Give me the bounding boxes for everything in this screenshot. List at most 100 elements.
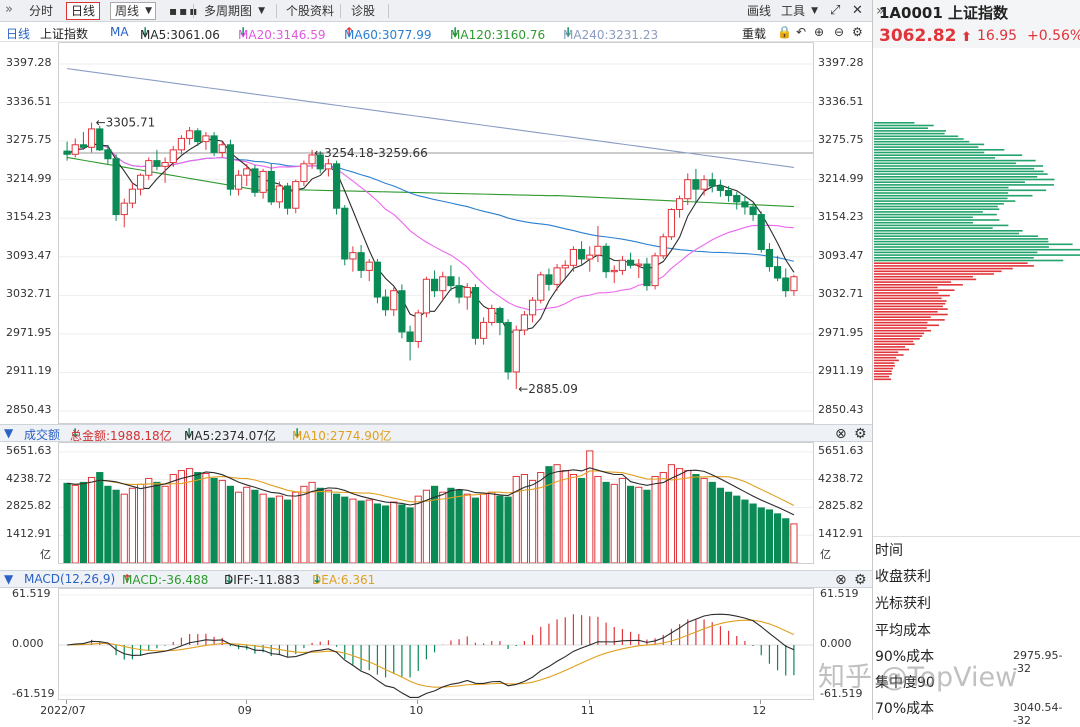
candle-body [177,137,186,151]
more-icon[interactable]: ▪▪▪ [169,4,200,18]
tab-daily[interactable]: 日线 [66,2,101,20]
settings-icon[interactable]: ⚙ [854,572,867,588]
volume-ma5-line [67,467,795,516]
ma20-line [66,143,794,312]
chip-bar [874,313,948,316]
chip-bar [874,135,959,138]
reset-button[interactable]: 重载 [742,27,767,41]
volume-bar [341,496,349,563]
lock-icon[interactable]: 🔒 [777,25,792,39]
candle-body [659,236,667,257]
volume-bar [96,472,104,563]
y-tick-right: 3032.71 [818,287,864,301]
candle-body [488,307,496,323]
candle-body [643,263,651,287]
settings-icon[interactable]: ⚙ [854,426,867,442]
chip-bar [874,359,899,362]
candle-body [210,135,218,153]
candle-body [757,214,765,250]
chip-bar [874,292,939,294]
chip-bar [874,154,1023,156]
down-arrow-icon: ↓ [450,25,461,39]
ma5-text: MA5:3061.06 [140,28,220,42]
y-tick-right: 2911.19 [818,364,864,378]
volume-title[interactable]: 成交额 [24,428,61,442]
date-tick [760,700,762,704]
zoom-out-icon[interactable]: ⊖ [834,25,845,39]
macd-tick-right: 61.519 [820,587,859,600]
volume-bar [496,495,504,563]
volume-chart[interactable] [58,442,814,564]
candle-body [479,321,488,339]
volume-bar [749,503,757,563]
volume-ma10: MA10:2774.90亿 ↓ [292,426,392,443]
volume-bar [651,475,659,563]
zoom-icon[interactable]: ⤢ [830,3,841,18]
candle-body [120,202,128,216]
stock-info-button[interactable]: 个股资料 [286,4,335,18]
settings-icon[interactable]: ⚙ [852,25,863,39]
down-arrow-icon: ↓ [563,25,574,39]
macd-title[interactable]: MACD(12,26,9) [24,572,116,586]
candle-body [226,144,235,190]
volume-bar [724,491,733,563]
tools-button[interactable]: 工具 ▼ [776,2,822,20]
quote-header [873,0,1080,48]
chip-bar [874,329,932,332]
volume-bar [700,477,708,563]
chip-bar [874,265,1034,267]
collapse-volume-icon[interactable]: ▼ [4,426,14,440]
volume-bar [177,470,186,563]
candle-body [700,179,708,190]
chip-bar [874,219,1000,221]
dea-value-text: DEA:6.361 [312,573,376,587]
candle-body [635,263,643,266]
ma240-line [67,68,794,168]
diagnose-button[interactable]: 诊股 [351,4,376,18]
collapse-left-icon[interactable]: » [5,2,13,17]
volume-bar [332,493,341,563]
candle-body [724,189,733,197]
volume-bar [398,504,406,563]
chip-bar [874,127,928,129]
volume-bar [765,509,774,563]
ma-label[interactable]: MA [110,25,129,39]
tab-timeshare[interactable]: 分时 [29,4,54,18]
cost-70-value: 3040.54--32 [1013,701,1063,727]
candle-body [430,278,439,292]
chip-bar [874,327,927,329]
y-tick-left: 3093.47 [6,248,52,262]
volume-bar [251,489,259,563]
candle-body [283,185,292,209]
watermark: 知乎 @TopView [818,662,1018,693]
close-icon[interactable]: ⊗ [835,572,847,588]
y-tick-right: 3336.51 [818,94,864,108]
chip-bar [874,224,1009,227]
macd-chart[interactable] [58,588,814,700]
candle-body [528,299,537,316]
collapse-macd-icon[interactable]: ▼ [4,572,14,586]
zoom-in-icon[interactable]: ⊕ [814,25,825,39]
tab-weekly[interactable]: 周线 ▼ [110,2,157,20]
undo-icon[interactable]: ↶ [796,25,807,39]
volume-bar [373,503,382,563]
total-amount: 总金额:1988.18亿 ↓ [70,426,172,443]
date-label: 11 [580,704,595,717]
close-icon[interactable]: ⊗ [835,426,847,442]
volume-bar [643,489,651,563]
close-icon[interactable]: ✕ [852,3,863,18]
candle-body [708,179,716,187]
chip-bar [874,184,1054,186]
multi-period-button[interactable]: 多周期图 ▼ [199,2,269,20]
draw-line-button[interactable]: 画线 [747,4,772,18]
chip-bar [874,173,1048,175]
volume-bar [488,491,496,563]
price-chart[interactable]: ←3305.71 ←3254.18-3259.66 ←2885.09 [58,42,814,424]
candle-body [749,206,757,216]
collapse-right-icon[interactable]: » [876,3,885,19]
volume-bar [790,523,798,563]
volume-tick-right: 4238.72 [818,471,864,485]
candle-body [512,329,520,373]
period-label: 日线 [6,27,31,41]
candle-body [87,128,96,148]
